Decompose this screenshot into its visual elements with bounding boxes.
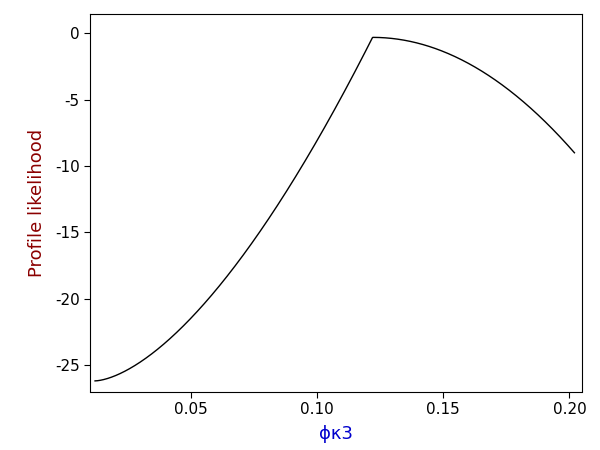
X-axis label: ϕκ3: ϕκ3 [319, 425, 353, 443]
Y-axis label: Profile likelihood: Profile likelihood [28, 128, 47, 277]
